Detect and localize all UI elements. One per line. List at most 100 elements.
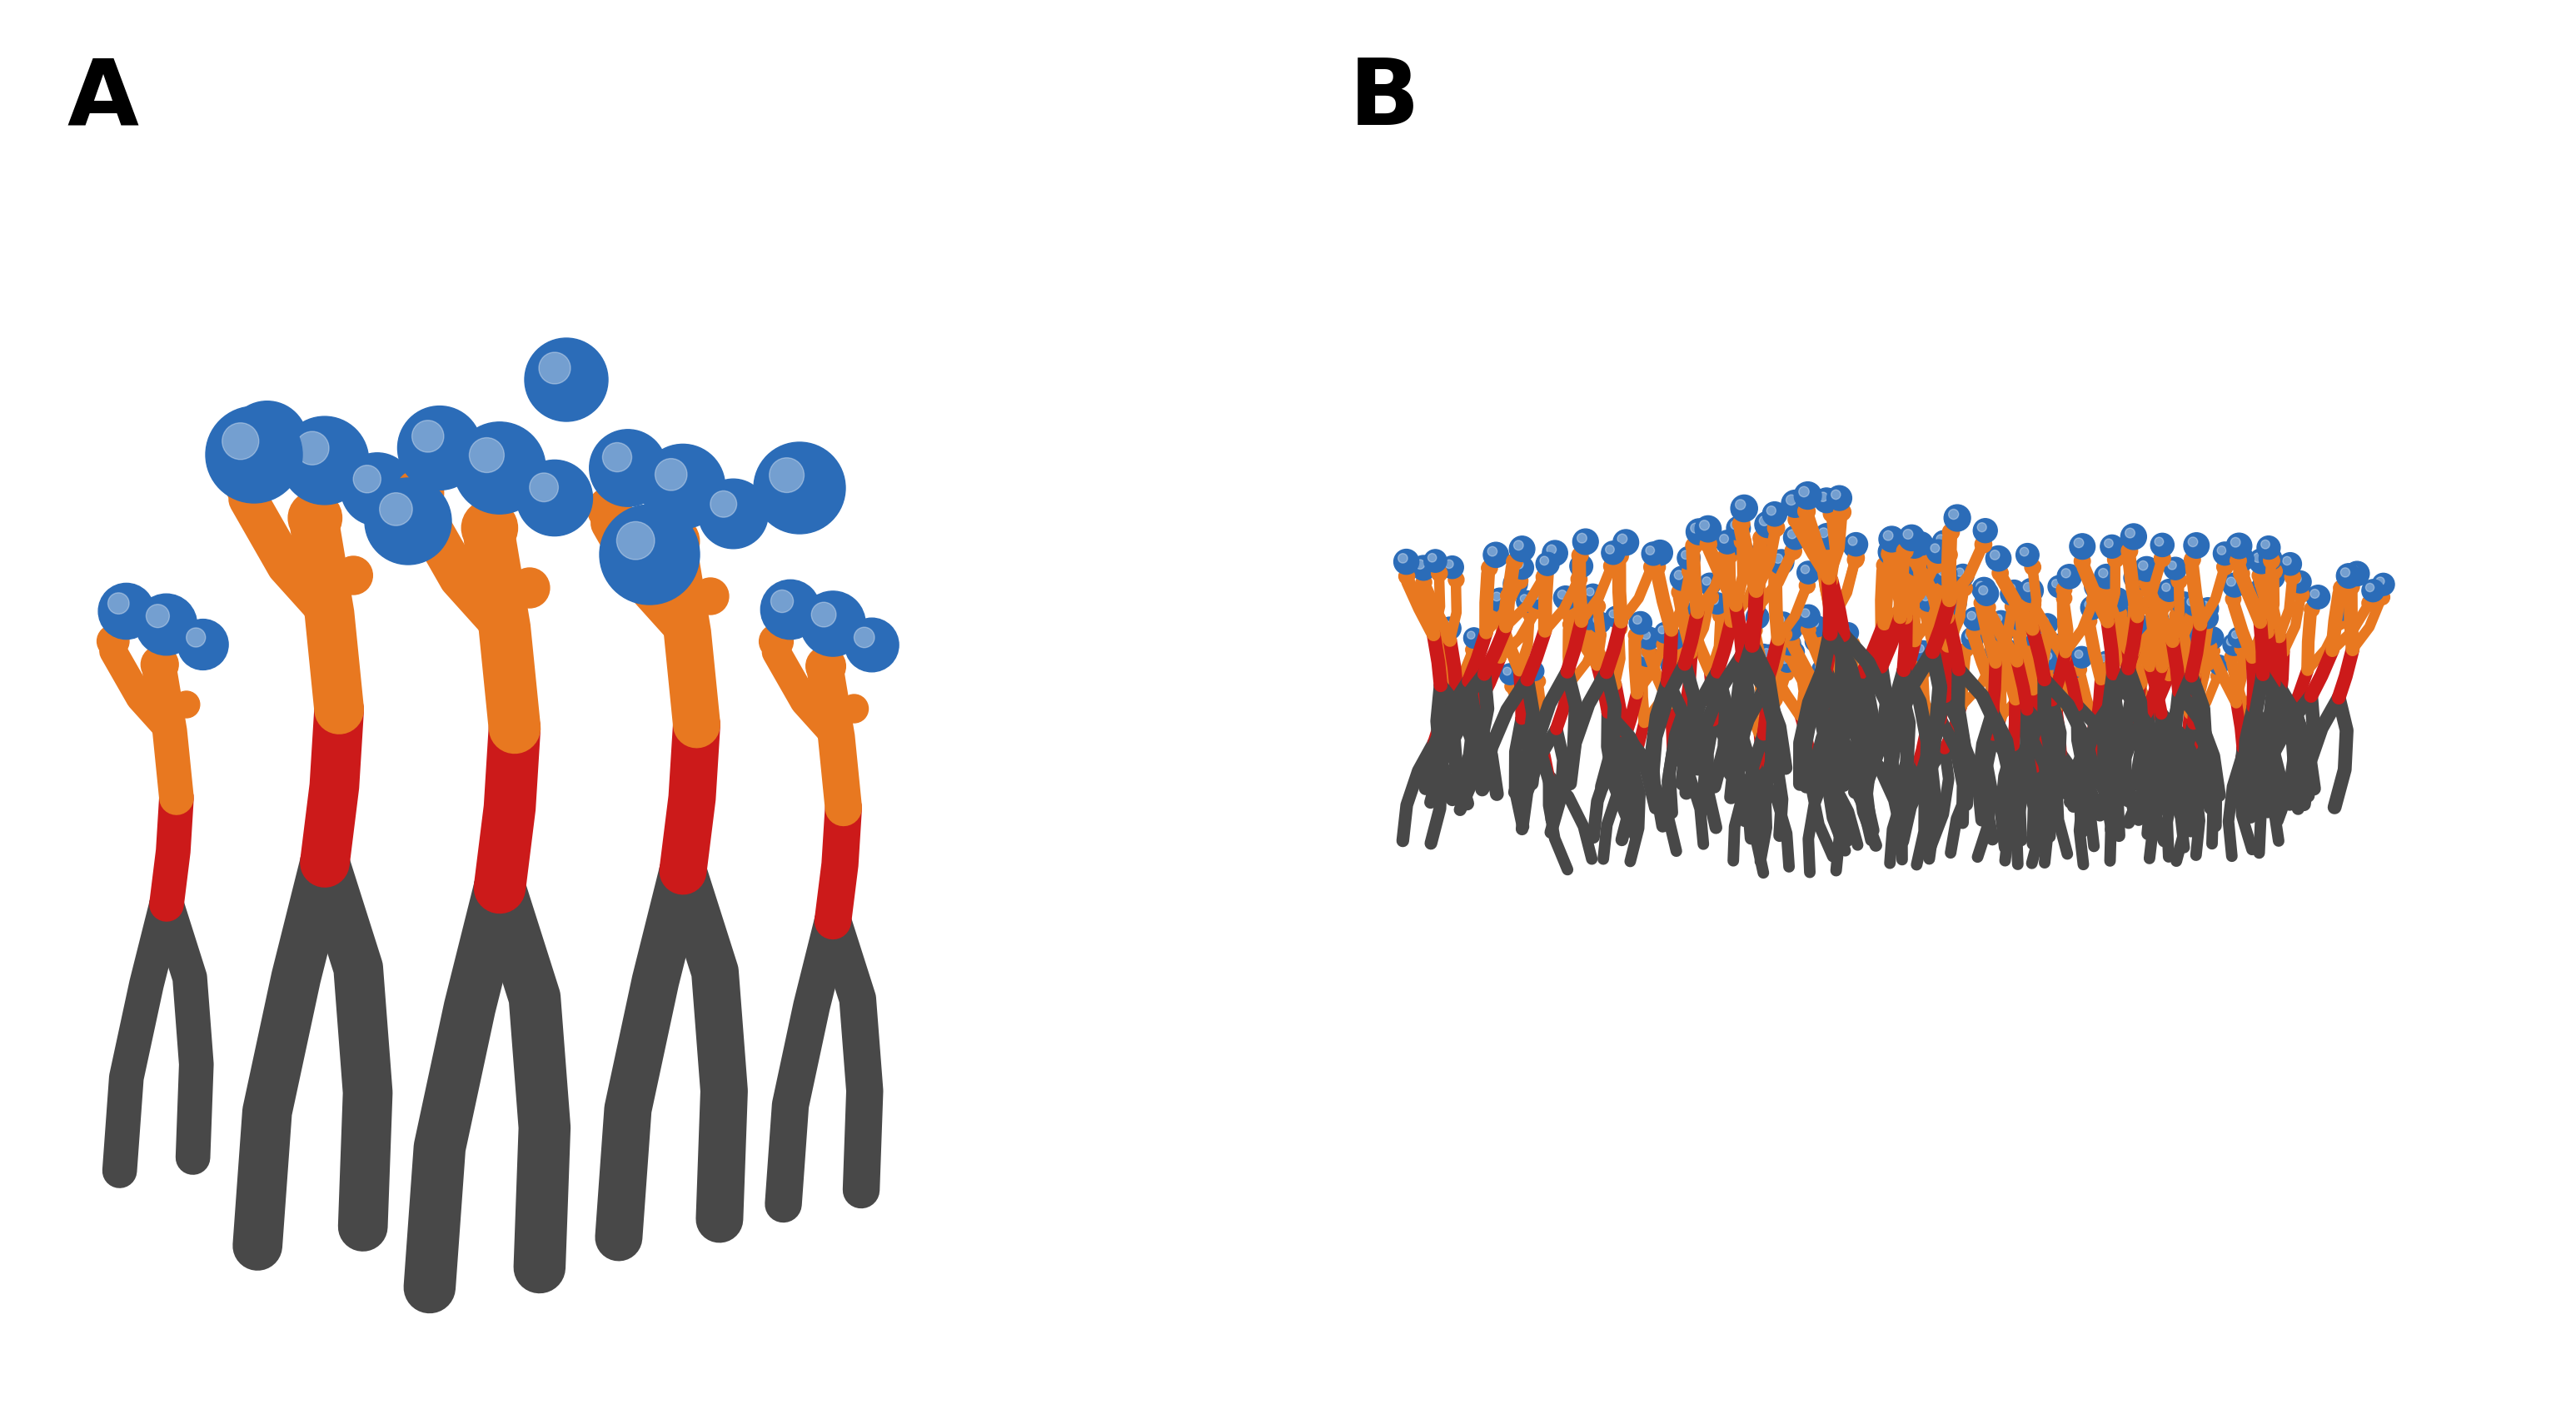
Circle shape [2105,588,2130,612]
Circle shape [1564,601,1587,623]
Circle shape [1669,633,1677,640]
Circle shape [1986,654,1999,668]
Circle shape [1716,531,1739,553]
Circle shape [1945,504,1971,531]
Circle shape [2066,673,2079,687]
Circle shape [1814,545,1832,562]
Circle shape [1592,628,1605,642]
Circle shape [1814,524,1839,549]
Circle shape [1489,588,1512,612]
Circle shape [2202,640,2218,654]
Circle shape [1906,570,1924,585]
Circle shape [1517,591,1538,612]
Circle shape [1945,663,1953,670]
Circle shape [1510,556,1533,580]
Circle shape [2257,536,2280,559]
Circle shape [1605,545,1615,555]
Circle shape [1785,543,1801,559]
Circle shape [412,420,443,452]
Circle shape [108,592,129,614]
Circle shape [1976,581,1986,591]
Circle shape [1412,556,1435,580]
Circle shape [2184,594,2205,616]
Circle shape [2002,643,2009,651]
Circle shape [1996,623,2004,632]
Circle shape [1641,542,1664,566]
Circle shape [1847,536,1857,546]
Circle shape [2130,583,2146,598]
Circle shape [2048,576,2071,598]
Circle shape [1909,557,1919,566]
Circle shape [2050,657,2056,664]
Circle shape [2262,552,2272,560]
Circle shape [2138,576,2154,591]
Circle shape [2249,549,2275,574]
Circle shape [1414,560,1425,569]
Circle shape [1682,608,1698,623]
Circle shape [1649,559,1667,576]
Circle shape [1641,649,1649,657]
Circle shape [1906,569,1922,585]
Circle shape [2012,595,2027,611]
Circle shape [1847,539,1857,548]
Circle shape [518,461,592,536]
Circle shape [1819,531,1826,541]
Circle shape [1798,605,1821,628]
Circle shape [1613,621,1628,636]
Circle shape [2105,539,2112,548]
Circle shape [1942,524,1960,541]
Circle shape [1437,618,1461,640]
Circle shape [2022,628,2030,636]
Circle shape [2331,598,2354,621]
Circle shape [1582,611,1589,619]
Circle shape [1540,559,1556,574]
Circle shape [1504,667,1512,675]
Circle shape [760,580,819,639]
Circle shape [1757,647,1765,656]
Circle shape [1922,653,1929,661]
Circle shape [2231,553,2246,569]
Circle shape [1798,487,1808,497]
Circle shape [1806,632,1826,651]
Circle shape [1986,640,2007,660]
Circle shape [1582,584,1605,605]
Circle shape [1847,552,1862,567]
Circle shape [2138,560,2148,570]
Circle shape [2156,581,2182,605]
Circle shape [2210,670,2226,682]
Circle shape [2202,629,2210,636]
Circle shape [1978,585,1989,595]
Circle shape [2097,651,2115,671]
Circle shape [1641,644,1656,658]
Circle shape [1814,675,1826,688]
Circle shape [770,458,804,493]
Circle shape [654,459,688,490]
Circle shape [1628,612,1651,635]
Circle shape [1528,665,1535,673]
Circle shape [1553,585,1577,609]
Circle shape [1643,559,1659,576]
Circle shape [1793,482,1821,510]
Circle shape [2177,639,2184,647]
Circle shape [693,578,729,615]
Circle shape [2349,566,2357,574]
Circle shape [2257,592,2272,608]
Circle shape [2084,576,2107,598]
Circle shape [2120,543,2138,559]
Circle shape [711,491,737,517]
Circle shape [1752,660,1767,674]
Circle shape [1440,556,1463,578]
Circle shape [1824,505,1842,522]
Circle shape [2231,630,2239,639]
Circle shape [296,431,330,465]
Circle shape [1814,526,1839,552]
Circle shape [1960,628,1984,650]
Circle shape [1960,643,1973,657]
Circle shape [185,628,206,647]
Circle shape [2050,668,2063,681]
Circle shape [2112,607,2120,615]
Circle shape [531,473,559,501]
Circle shape [1947,597,1958,605]
Circle shape [1788,511,1806,528]
Circle shape [240,414,270,445]
